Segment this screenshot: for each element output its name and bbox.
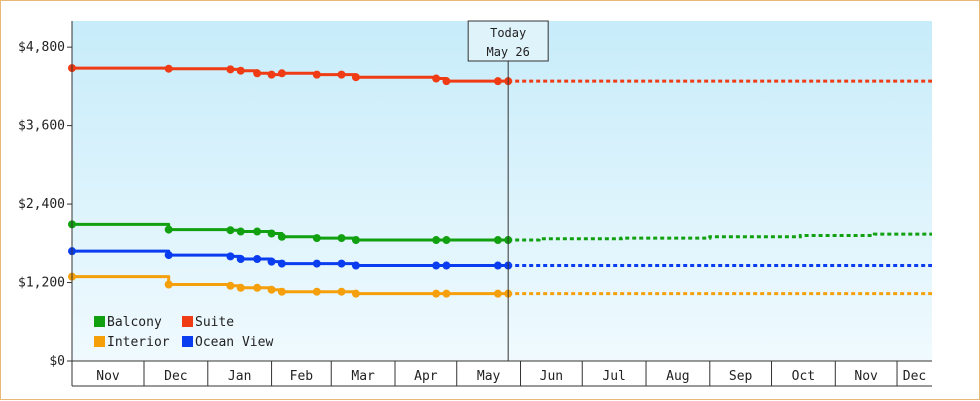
balcony-point bbox=[493, 236, 502, 245]
month-label: Dec bbox=[903, 369, 926, 384]
ocean-view-point bbox=[442, 261, 451, 270]
balcony-point bbox=[236, 227, 245, 236]
ocean-view-point bbox=[164, 251, 173, 260]
interior-point bbox=[351, 289, 360, 298]
suite-point bbox=[442, 77, 451, 86]
balcony-point bbox=[442, 236, 451, 245]
month-label: Jul bbox=[602, 369, 625, 384]
suite-point bbox=[253, 69, 262, 78]
month-label: Jan bbox=[228, 369, 251, 384]
ocean-view-point bbox=[337, 259, 346, 268]
legend-label-interior: Interior bbox=[107, 335, 170, 350]
today-box bbox=[467, 20, 549, 62]
ocean-view-point bbox=[267, 257, 276, 266]
ocean-view-point bbox=[351, 261, 360, 270]
ocean-view-point bbox=[277, 259, 286, 268]
month-label: May bbox=[477, 369, 501, 384]
balcony-point bbox=[312, 234, 321, 243]
balcony-point bbox=[277, 232, 286, 241]
suite-point bbox=[351, 73, 360, 82]
month-label: Dec bbox=[164, 369, 187, 384]
interior-point bbox=[432, 289, 441, 298]
y-tick-label: $3,600 bbox=[18, 119, 65, 134]
balcony-point bbox=[267, 229, 276, 238]
interior-point bbox=[236, 283, 245, 292]
suite-point bbox=[337, 70, 346, 79]
balcony-point bbox=[226, 226, 235, 235]
interior-point bbox=[277, 287, 286, 296]
legend-swatch-interior bbox=[94, 336, 105, 347]
legend-label-ocean-view: Ocean View bbox=[195, 335, 273, 350]
interior-point bbox=[442, 289, 451, 298]
y-tick-label: $1,200 bbox=[18, 276, 65, 291]
month-label: Oct bbox=[792, 369, 815, 384]
suite-point bbox=[226, 65, 235, 74]
today-date: May 26 bbox=[486, 45, 529, 59]
month-label: Nov bbox=[96, 369, 120, 384]
month-label: Apr bbox=[414, 369, 438, 384]
y-tick-label: $2,400 bbox=[18, 197, 65, 212]
interior-point bbox=[267, 285, 276, 294]
legend-label-balcony: Balcony bbox=[107, 315, 162, 330]
month-label: Jun bbox=[540, 369, 563, 384]
today-marker: Today May 26 bbox=[467, 20, 549, 361]
interior-point bbox=[493, 289, 502, 298]
balcony-projection bbox=[508, 232, 932, 242]
suite-point bbox=[236, 66, 245, 75]
balcony-point bbox=[351, 236, 360, 245]
ocean-view-point bbox=[226, 252, 235, 261]
balcony-point bbox=[432, 236, 441, 245]
balcony-point bbox=[253, 227, 262, 236]
month-label: Feb bbox=[290, 369, 314, 384]
ocean-view-point bbox=[312, 259, 321, 268]
suite-point bbox=[277, 69, 286, 78]
balcony-point bbox=[337, 234, 346, 243]
ocean-view-point bbox=[253, 255, 262, 263]
ocean-view-point bbox=[493, 261, 502, 270]
plot-area bbox=[72, 21, 932, 361]
month-label: Sep bbox=[729, 369, 753, 384]
suite-point bbox=[164, 64, 173, 73]
interior-point bbox=[164, 280, 173, 289]
interior-point bbox=[253, 283, 262, 292]
legend-swatch-ocean-view bbox=[182, 336, 193, 347]
suite-point bbox=[267, 70, 276, 79]
y-tick-label: $4,800 bbox=[18, 40, 65, 55]
interior-point bbox=[226, 281, 235, 290]
suite-point bbox=[312, 70, 321, 79]
y-tick-label: $0 bbox=[49, 354, 65, 369]
legend-swatch-suite bbox=[182, 316, 193, 327]
ocean-view-point bbox=[236, 255, 245, 263]
legend-label-suite: Suite bbox=[195, 315, 234, 330]
interior-point bbox=[312, 287, 321, 296]
month-label: Aug bbox=[666, 369, 689, 384]
month-label: Nov bbox=[854, 369, 878, 384]
month-label: Mar bbox=[351, 369, 375, 384]
balcony-point bbox=[164, 225, 173, 234]
today-label: Today bbox=[490, 26, 526, 40]
interior-point bbox=[337, 287, 346, 296]
axes: $0 $1,200 $2,400 $3,600 $4,800 Nov Dec Jan Feb Ma… bbox=[18, 21, 932, 387]
legend-swatch-balcony bbox=[94, 316, 105, 327]
suite-point bbox=[432, 74, 441, 83]
ocean-view-point bbox=[432, 261, 441, 270]
legend: Balcony Suite Interior Ocean View bbox=[94, 315, 273, 350]
suite-point bbox=[493, 77, 502, 86]
